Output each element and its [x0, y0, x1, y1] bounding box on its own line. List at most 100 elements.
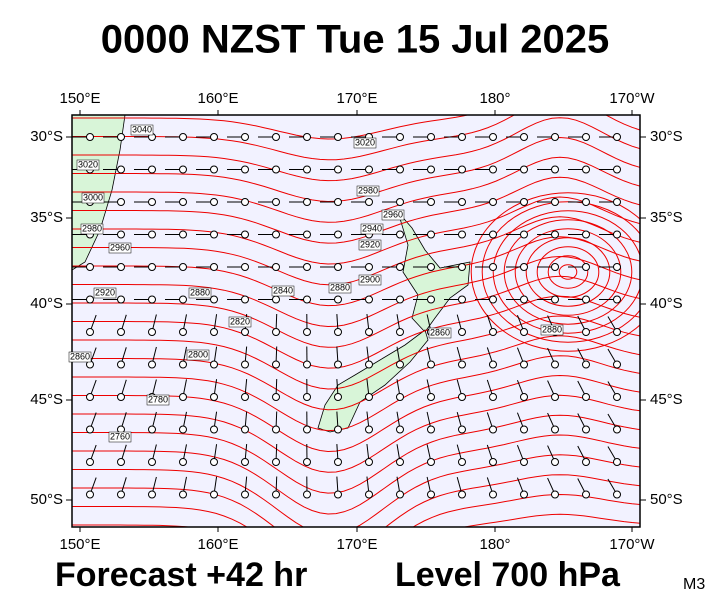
wind-station: [180, 394, 187, 401]
wind-station: [149, 166, 156, 173]
wind-station: [428, 361, 435, 368]
wind-station: [242, 426, 249, 433]
wind-station: [87, 134, 94, 141]
wind-station: [428, 426, 435, 433]
wind-station: [428, 264, 435, 271]
wind-station: [521, 329, 528, 336]
wind-station: [614, 394, 621, 401]
wind-station: [180, 134, 187, 141]
wind-station: [397, 231, 404, 238]
wind-station: [242, 231, 249, 238]
lon-label: 180°: [479, 90, 510, 107]
wind-station: [397, 459, 404, 466]
wind-station: [118, 329, 125, 336]
contour-label: 3000: [83, 192, 103, 202]
wind-station: [366, 394, 373, 401]
contour-label: 2780: [148, 394, 168, 404]
forecast-label: Forecast +42 hr: [55, 556, 307, 594]
wind-station: [335, 459, 342, 466]
wind-station: [366, 166, 373, 173]
wind-station: [273, 231, 280, 238]
wind-station: [273, 459, 280, 466]
wind-station: [614, 134, 621, 141]
wind-station: [583, 394, 590, 401]
wind-station: [211, 394, 218, 401]
wind-station: [335, 264, 342, 271]
wind-station: [211, 459, 218, 466]
wind-station: [583, 426, 590, 433]
wind-station: [180, 166, 187, 173]
wind-station: [552, 361, 559, 368]
lat-label: 35°S: [650, 209, 683, 226]
lat-label: 45°S: [30, 391, 63, 408]
wind-station: [397, 264, 404, 271]
contour-label: 2980: [358, 185, 378, 195]
wind-station: [304, 296, 311, 303]
wind-station: [180, 459, 187, 466]
wind-station: [490, 231, 497, 238]
wind-station: [490, 329, 497, 336]
wind-station: [118, 264, 125, 271]
wind-station: [490, 361, 497, 368]
contour-label: 2920: [360, 239, 380, 249]
wind-station: [304, 491, 311, 498]
wind-station: [552, 134, 559, 141]
wind-station: [490, 459, 497, 466]
wind-station: [459, 264, 466, 271]
contour-label: 2960: [383, 209, 403, 219]
wind-station: [304, 426, 311, 433]
wind-station: [552, 166, 559, 173]
wind-station: [614, 166, 621, 173]
wind-station: [490, 166, 497, 173]
wind-station: [366, 426, 373, 433]
lon-label: 150°E: [59, 536, 100, 553]
lon-label: 170°E: [336, 90, 377, 107]
wind-station: [180, 199, 187, 206]
wind-station: [304, 199, 311, 206]
wind-station: [583, 459, 590, 466]
wind-station: [211, 231, 218, 238]
wind-station: [583, 491, 590, 498]
wind-station: [459, 394, 466, 401]
wind-station: [552, 231, 559, 238]
wind-station: [552, 296, 559, 303]
wind-station: [273, 394, 280, 401]
wind-station: [397, 329, 404, 336]
wind-station: [490, 394, 497, 401]
wind-station: [459, 329, 466, 336]
wind-station: [583, 296, 590, 303]
wind-station: [118, 491, 125, 498]
wind-station: [211, 329, 218, 336]
wind-station: [521, 361, 528, 368]
wind-station: [273, 134, 280, 141]
wind-station: [521, 166, 528, 173]
wind-station: [614, 459, 621, 466]
model-code: M3: [683, 576, 705, 593]
wind-station: [211, 296, 218, 303]
wind-station: [521, 264, 528, 271]
wind-station: [211, 166, 218, 173]
wind-station: [552, 491, 559, 498]
wind-station: [273, 491, 280, 498]
lat-label: 50°S: [650, 491, 683, 508]
contour-label: 2920: [95, 287, 115, 297]
wind-station: [614, 231, 621, 238]
lon-label: 150°E: [59, 90, 100, 107]
wind-station: [211, 264, 218, 271]
wind-station: [428, 459, 435, 466]
wind-station: [180, 264, 187, 271]
wind-station: [87, 491, 94, 498]
contour-label: 2860: [430, 327, 450, 337]
wind-station: [149, 329, 156, 336]
lon-label: 170°E: [336, 536, 377, 553]
wind-station: [118, 296, 125, 303]
wind-station: [149, 459, 156, 466]
wind-station: [521, 491, 528, 498]
wind-station: [87, 459, 94, 466]
wind-station: [428, 491, 435, 498]
wind-station: [242, 459, 249, 466]
wind-station: [335, 231, 342, 238]
wind-station: [397, 199, 404, 206]
wind-station: [149, 361, 156, 368]
